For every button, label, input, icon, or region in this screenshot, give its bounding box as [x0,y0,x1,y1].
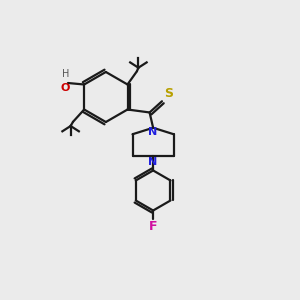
Text: S: S [164,87,173,100]
Text: N: N [148,157,158,166]
Text: N: N [148,127,158,137]
Text: O: O [61,83,70,93]
Text: H: H [62,69,69,79]
Text: F: F [149,220,158,233]
